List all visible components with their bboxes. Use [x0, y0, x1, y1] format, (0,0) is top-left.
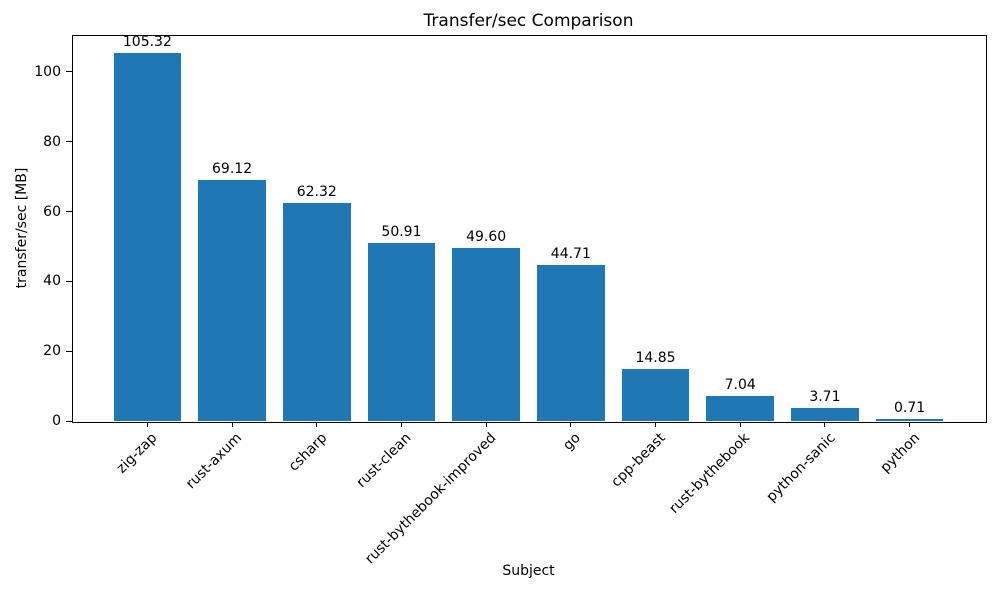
y-tick-mark — [66, 211, 72, 213]
bar — [282, 203, 351, 421]
bar-value-label: 14.85 — [635, 350, 676, 367]
y-tick-label: 0 — [52, 413, 61, 429]
y-tick-mark — [66, 350, 72, 352]
bar-value-label: 3.71 — [809, 389, 841, 406]
x-tick-mark — [316, 422, 318, 427]
bar-value-label: 7.04 — [724, 377, 756, 394]
x-tick-label-text: cpp-beast — [608, 430, 669, 491]
y-tick-label: 40 — [43, 273, 61, 290]
y-tick-label: 60 — [43, 203, 61, 220]
x-tick-mark — [485, 422, 487, 427]
bar-value-label: 105.32 — [122, 34, 172, 51]
x-tick-mark — [739, 422, 741, 427]
bar — [791, 408, 859, 421]
y-tick-label: 80 — [43, 133, 61, 150]
bar — [113, 53, 182, 421]
x-tick-label-text: python — [876, 430, 923, 476]
x-tick-label-text: csharp — [285, 430, 331, 475]
x-tick-mark — [824, 422, 826, 427]
y-axis-label: transfer/sec [MB] — [14, 167, 30, 289]
bar-value-label: 44.71 — [550, 245, 591, 262]
y-tick-mark — [66, 280, 72, 282]
bar-value-label: 0.71 — [894, 399, 926, 416]
bar — [706, 396, 775, 421]
x-tick-label-text: zig-zap — [114, 430, 161, 477]
y-tick-mark — [66, 71, 72, 73]
x-axis-label: Subject — [502, 563, 555, 579]
x-tick-label-text: rust-clean — [353, 430, 415, 491]
bar-value-label: 62.32 — [296, 184, 337, 201]
x-tick-mark — [909, 422, 911, 427]
bar — [452, 247, 521, 421]
x-tick-label-text: rust-axum — [183, 430, 246, 493]
bar — [536, 264, 605, 421]
y-tick-mark — [66, 141, 72, 143]
y-tick-label: 100 — [34, 63, 61, 80]
x-tick-label-text: python-sanic — [763, 430, 839, 506]
y-tick-label: 20 — [43, 343, 61, 360]
x-tick-mark — [231, 422, 233, 427]
bar — [875, 418, 944, 421]
chart-title: Transfer/sec Comparison — [423, 11, 634, 31]
x-tick-label-text: rust-bythebook — [666, 430, 754, 517]
bar — [621, 369, 690, 421]
x-tick-mark — [655, 422, 657, 427]
y-tick-mark — [66, 420, 72, 422]
bar — [367, 243, 436, 421]
bar — [198, 179, 266, 421]
x-tick-mark — [570, 422, 572, 427]
x-tick-label-text: go — [560, 430, 585, 454]
bar-value-label: 50.91 — [381, 224, 422, 241]
x-tick-mark — [400, 422, 402, 427]
bar-value-label: 69.12 — [212, 160, 253, 177]
bar-value-label: 49.60 — [466, 228, 507, 245]
x-tick-mark — [146, 422, 148, 427]
